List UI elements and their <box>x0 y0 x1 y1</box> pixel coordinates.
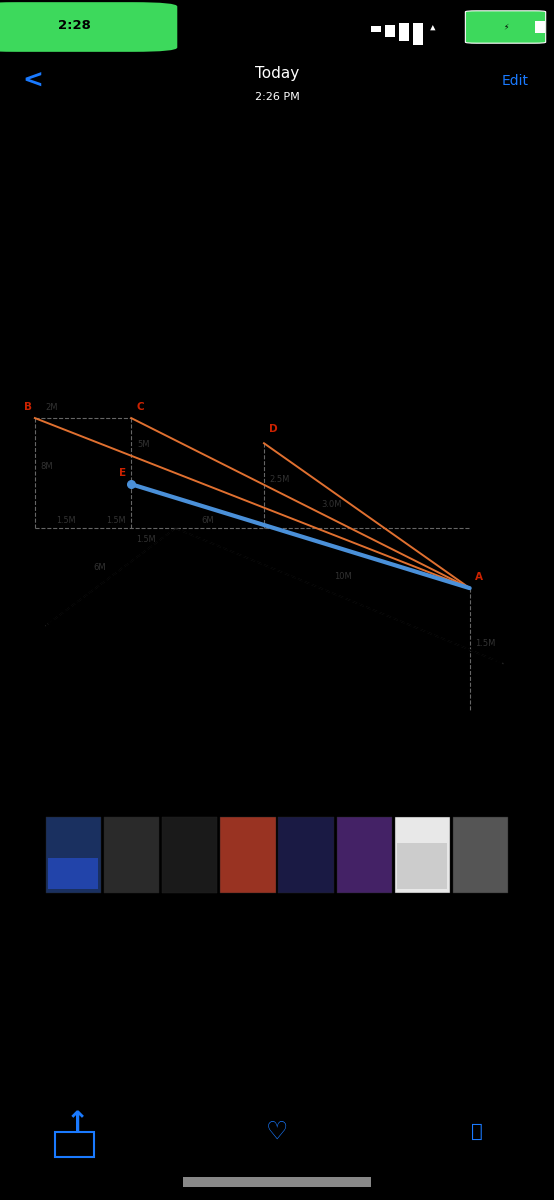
Bar <box>162 816 217 893</box>
Bar <box>336 816 392 893</box>
Bar <box>453 816 509 893</box>
Text: Problem Number 2:: Problem Number 2: <box>32 154 127 163</box>
Text: 3.0M: 3.0M <box>321 500 342 509</box>
Text: C: C <box>136 402 144 412</box>
Text: E: E <box>119 468 126 478</box>
Bar <box>104 816 160 893</box>
Text: horizontal. What is the resultant force of the 3-force system?: horizontal. What is the resultant force … <box>32 239 299 248</box>
Text: Y+: Y+ <box>188 326 202 337</box>
Text: 2:26 PM: 2:26 PM <box>255 92 299 102</box>
Text: 2.5M: 2.5M <box>269 475 290 484</box>
Bar <box>399 24 409 41</box>
Bar <box>48 858 99 889</box>
Bar <box>398 844 448 889</box>
Bar <box>413 23 423 44</box>
Text: 1.5M: 1.5M <box>475 638 495 648</box>
Text: tensile load in AD = 360 KN, find the forces in AC and AB so that the resultant : tensile load in AD = 360 KN, find the fo… <box>32 209 452 218</box>
Text: A: A <box>475 572 483 582</box>
Text: 2:28: 2:28 <box>58 19 91 32</box>
Text: 2M: 2M <box>45 403 58 412</box>
Text: B: B <box>24 402 32 412</box>
FancyBboxPatch shape <box>465 11 546 43</box>
Text: ↑: ↑ <box>66 1109 89 1138</box>
Bar <box>55 1132 94 1157</box>
Text: 8M: 8M <box>40 462 53 472</box>
Text: A horizontal  boom 11.5 M in length, AE is supported by guy wires from A to B,C : A horizontal boom 11.5 M in length, AE i… <box>32 179 438 187</box>
Bar <box>220 816 276 893</box>
Bar <box>45 816 101 893</box>
Text: ♡: ♡ <box>266 1120 288 1144</box>
Bar <box>385 24 395 37</box>
Text: Edit: Edit <box>502 74 529 88</box>
Text: D: D <box>269 424 278 433</box>
FancyBboxPatch shape <box>0 2 177 52</box>
Text: ⚡: ⚡ <box>503 23 509 31</box>
Text: 6M: 6M <box>202 516 214 526</box>
Bar <box>535 20 545 34</box>
Text: 1.5M: 1.5M <box>136 535 156 544</box>
Bar <box>278 816 334 893</box>
Text: X+: X+ <box>506 655 521 666</box>
Text: 6M: 6M <box>94 563 106 572</box>
Text: 10M: 10M <box>335 572 352 581</box>
Text: 1.5M: 1.5M <box>57 516 76 526</box>
Bar <box>395 816 450 893</box>
Text: 1.5M: 1.5M <box>106 516 126 526</box>
Text: <: < <box>23 68 44 92</box>
Text: 5M: 5M <box>137 440 150 449</box>
Bar <box>371 25 381 32</box>
Text: 🗑: 🗑 <box>470 1122 483 1141</box>
Text: Today: Today <box>255 66 299 80</box>
Bar <box>183 1176 371 1187</box>
Text: Z+: Z+ <box>17 619 31 630</box>
Text: ◀: ◀ <box>429 24 435 30</box>
